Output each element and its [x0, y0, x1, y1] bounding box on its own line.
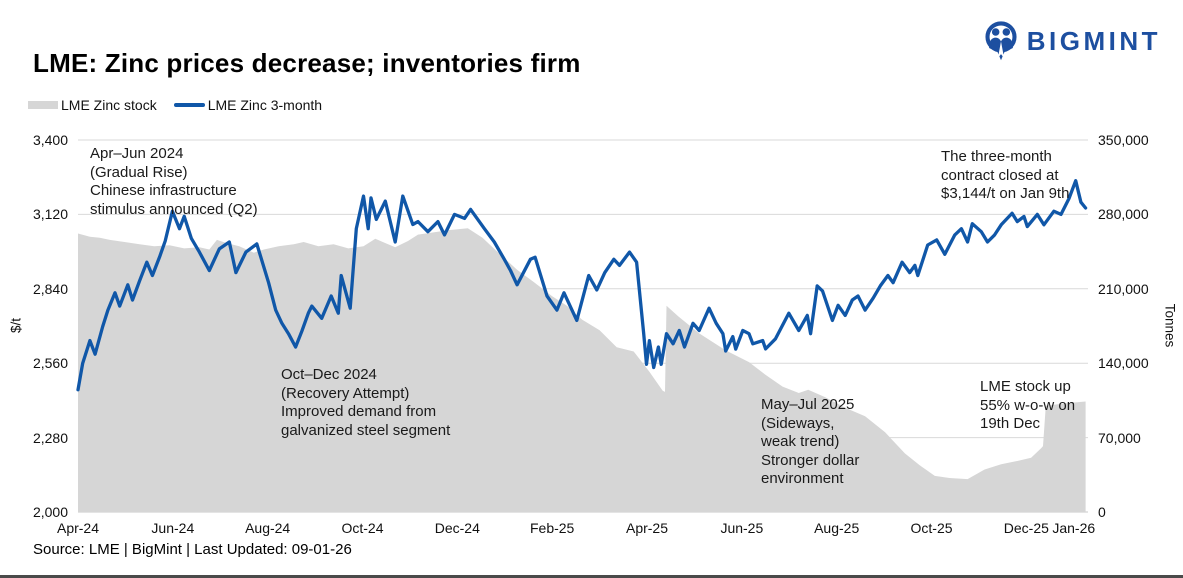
left-axis-tick: 3,120	[32, 206, 68, 223]
price-line-swatch	[173, 103, 205, 107]
chart-annotation: The three-month contract closed at $3,14…	[941, 148, 1070, 202]
x-axis-label: Jun-24	[151, 520, 195, 536]
x-axis-label: Jan-26	[1052, 520, 1096, 536]
right-axis-tick: 210,000	[1098, 280, 1149, 297]
legend-item-stock: LME Zinc stock	[28, 97, 157, 113]
left-axis-tick: 2,280	[32, 429, 68, 446]
right-axis-tick: 140,000	[1098, 355, 1149, 372]
stock-area-series	[78, 228, 1086, 512]
chart-legend: LME Zinc stock LME Zinc 3-month	[28, 97, 339, 113]
x-axis-label: Oct-25	[910, 520, 953, 536]
x-axis-label: Feb-25	[529, 520, 575, 536]
x-axis-label: Jun-25	[720, 520, 764, 536]
chart-annotation: Oct–Dec 2024 (Recovery Attempt) Improved…	[281, 366, 451, 439]
legend-item-price: LME Zinc 3-month	[173, 97, 323, 113]
right-axis-tick: 0	[1098, 504, 1106, 520]
price-line-series	[76, 179, 1088, 392]
left-axis-title: $/t	[8, 318, 24, 334]
chart-annotation: LME stock up 55% w-o-w on 19th Dec	[980, 378, 1076, 432]
left-axis-tick: 2,560	[32, 355, 68, 372]
left-axis-tick: 2,000	[32, 504, 68, 520]
source-note: Source: LME | BigMint | Last Updated: 09…	[33, 541, 352, 558]
x-axis-label: Apr-24	[56, 520, 100, 536]
right-axis-tick: 350,000	[1098, 132, 1149, 148]
left-axis-tick: 3,400	[32, 132, 68, 148]
legend-label-price: LME Zinc 3-month	[207, 97, 323, 113]
right-axis-tick: 280,000	[1098, 206, 1149, 223]
page-title: LME: Zinc prices decrease; inventories f…	[33, 48, 581, 78]
x-axis-label: Oct-24	[341, 520, 384, 536]
bigmint-logo-icon	[985, 21, 1017, 61]
x-axis-label: Apr-25	[625, 520, 669, 536]
x-axis-label: Aug-25	[814, 520, 860, 536]
chart-annotation: Apr–Jun 2024 (Gradual Rise) Chinese infr…	[90, 145, 258, 218]
right-axis-title: Tonnes	[1162, 303, 1178, 348]
x-axis-label: Dec-25	[1003, 520, 1049, 536]
brand-logo: BIGMINT	[983, 20, 1161, 62]
legend-label-stock: LME Zinc stock	[61, 97, 157, 113]
brand-name: BIGMINT	[1026, 25, 1161, 56]
left-axis-tick: 2,840	[32, 280, 68, 297]
bottom-divider	[0, 575, 1183, 578]
x-axis-label: Aug-24	[245, 520, 291, 536]
x-axis-label: Dec-24	[434, 520, 480, 536]
chart-annotation: May–Jul 2025 (Sideways, weak trend) Stro…	[761, 396, 860, 487]
stock-area-swatch	[28, 101, 58, 109]
right-axis-tick: 70,000	[1098, 429, 1141, 446]
